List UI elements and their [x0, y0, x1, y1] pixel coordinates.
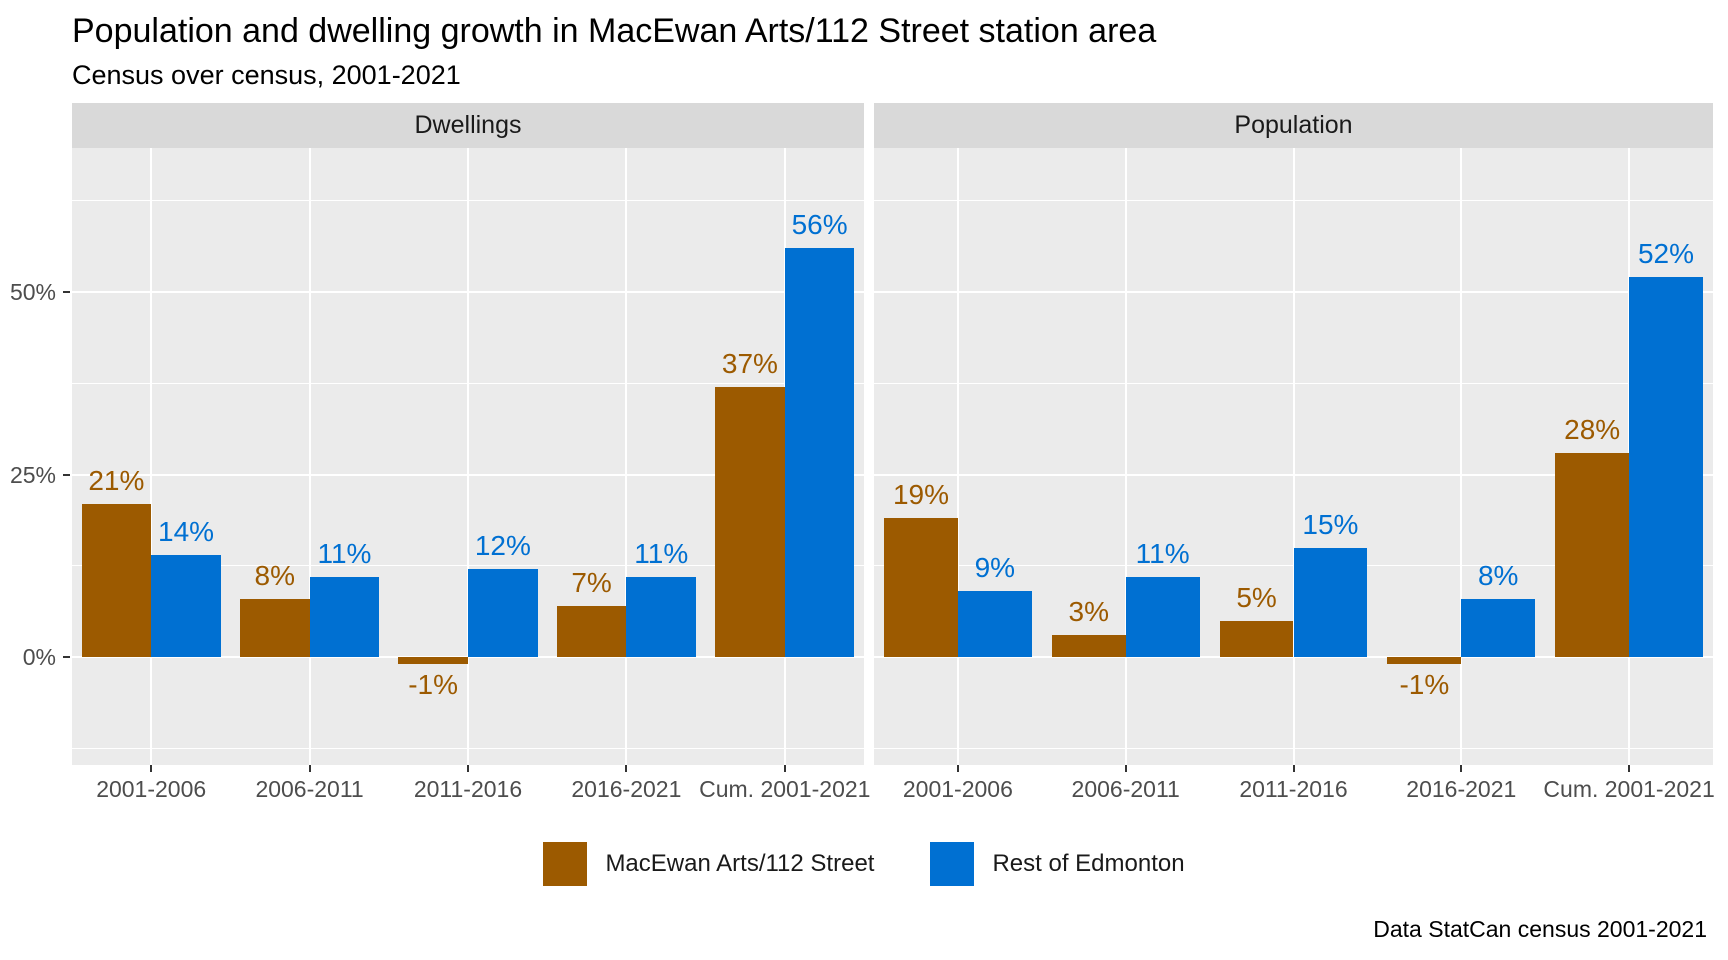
bar-value-label: 8% — [1477, 559, 1519, 591]
gridline-v-major — [308, 148, 311, 765]
bar-value-label: 15% — [1302, 508, 1359, 540]
y-tick-mark — [63, 291, 70, 293]
bar-rest-of-edmonton — [1293, 547, 1368, 657]
bar-macewan — [1387, 657, 1462, 665]
x-tick-mark — [1124, 765, 1127, 772]
bar-value-label: 12% — [474, 530, 531, 562]
bar-macewan — [1555, 452, 1630, 657]
bar-value-label: 19% — [892, 479, 949, 511]
bar-macewan — [398, 657, 468, 665]
legend-swatch-rest-of-edmonton — [930, 842, 975, 886]
gridline-v-major — [467, 148, 469, 765]
bar-macewan — [81, 503, 152, 657]
x-tick-label: 2006-2011 — [1071, 776, 1180, 802]
bar-macewan — [1219, 620, 1294, 657]
y-tick-label: 0% — [22, 644, 56, 670]
facet-strip: Population — [874, 103, 1713, 148]
x-tick-mark — [783, 765, 786, 772]
bar-rest-of-edmonton — [151, 554, 221, 657]
bar-value-label: 21% — [88, 464, 145, 496]
chart-subtitle: Census over census, 2001-2021 — [72, 60, 461, 90]
bar-value-label: 11% — [317, 537, 372, 569]
x-tick-label: 2016-2021 — [1406, 776, 1517, 802]
x-tick-mark — [956, 765, 959, 772]
gridline-v-major — [956, 148, 959, 765]
x-tick-mark — [308, 765, 311, 772]
x-tick-label: Cum. 2001-2021 — [1543, 776, 1715, 802]
x-tick-mark — [625, 765, 628, 772]
x-tick-mark — [1628, 765, 1631, 772]
y-tick-mark — [63, 473, 70, 476]
bar-rest-of-edmonton — [309, 576, 380, 657]
bar-value-label: -1% — [1399, 669, 1450, 701]
legend: MacEwan Arts/112 Street Rest of Edmonton — [0, 842, 1728, 886]
bar-value-label: -1% — [408, 669, 459, 701]
gridline-v-major — [1460, 148, 1463, 765]
bar-macewan — [884, 518, 958, 657]
bar-value-label: 11% — [1135, 537, 1190, 569]
gridline-v-major — [150, 148, 153, 765]
x-tick-mark — [467, 765, 469, 772]
bar-macewan — [1051, 635, 1126, 657]
bar-rest-of-edmonton — [1125, 576, 1200, 657]
chart-title: Population and dwelling growth in MacEwa… — [72, 12, 1157, 50]
legend-swatch-macewan — [543, 842, 588, 886]
bar-value-label: 3% — [1068, 596, 1110, 628]
x-tick-label: 2016-2021 — [571, 776, 682, 802]
bar-rest-of-edmonton — [468, 569, 538, 657]
legend-entry-macewan: MacEwan Arts/112 Street — [543, 842, 874, 886]
x-tick-label: 2006-2011 — [255, 776, 364, 802]
legend-label-rest-of-edmonton: Rest of Edmonton — [992, 850, 1185, 877]
y-tick-mark — [63, 656, 70, 658]
bar-value-label: 14% — [158, 515, 215, 547]
bar-value-label: 37% — [721, 347, 778, 379]
bar-value-label: 9% — [974, 552, 1016, 584]
bar-value-label: 11% — [634, 537, 689, 569]
bar-rest-of-edmonton — [1629, 277, 1703, 657]
x-tick-label: 2011-2016 — [413, 776, 523, 802]
x-tick-label: 2001-2006 — [902, 776, 1013, 802]
bar-rest-of-edmonton — [957, 591, 1032, 657]
y-tick-label: 50% — [9, 279, 56, 305]
facet-strip-label: Dwellings — [414, 111, 522, 139]
bar-value-label: 52% — [1637, 238, 1695, 270]
bar-rest-of-edmonton — [1461, 598, 1536, 657]
legend-label-macewan: MacEwan Arts/112 Street — [605, 850, 875, 877]
gridline-v-major — [625, 148, 628, 765]
x-tick-label: 2001-2006 — [96, 776, 207, 802]
bar-value-label: 5% — [1236, 581, 1277, 613]
chart-caption: Data StatCan census 2001-2021 — [1373, 916, 1707, 942]
bar-rest-of-edmonton — [784, 248, 855, 657]
x-tick-label: Cum. 2001-2021 — [699, 776, 871, 802]
facet-strip-label: Population — [1234, 111, 1353, 139]
bar-macewan — [715, 386, 785, 657]
bar-macewan — [239, 598, 310, 657]
bar-value-label: 8% — [254, 559, 295, 591]
bar-value-label: 56% — [791, 209, 848, 241]
bar-value-label: 28% — [1564, 413, 1621, 445]
legend-entry-rest-of-edmonton: Rest of Edmonton — [930, 842, 1185, 886]
gridline-v-major — [1124, 148, 1127, 765]
gridline-v-major — [1292, 148, 1295, 765]
facet-strip: Dwellings — [72, 103, 864, 148]
x-tick-mark — [1292, 765, 1295, 772]
x-tick-mark — [1460, 765, 1463, 772]
x-tick-mark — [150, 765, 153, 772]
y-tick-label: 25% — [9, 461, 56, 488]
bar-macewan — [556, 605, 627, 657]
x-tick-label: 2011-2016 — [1239, 776, 1348, 802]
bar-rest-of-edmonton — [626, 576, 697, 657]
bar-value-label: 7% — [571, 566, 612, 598]
